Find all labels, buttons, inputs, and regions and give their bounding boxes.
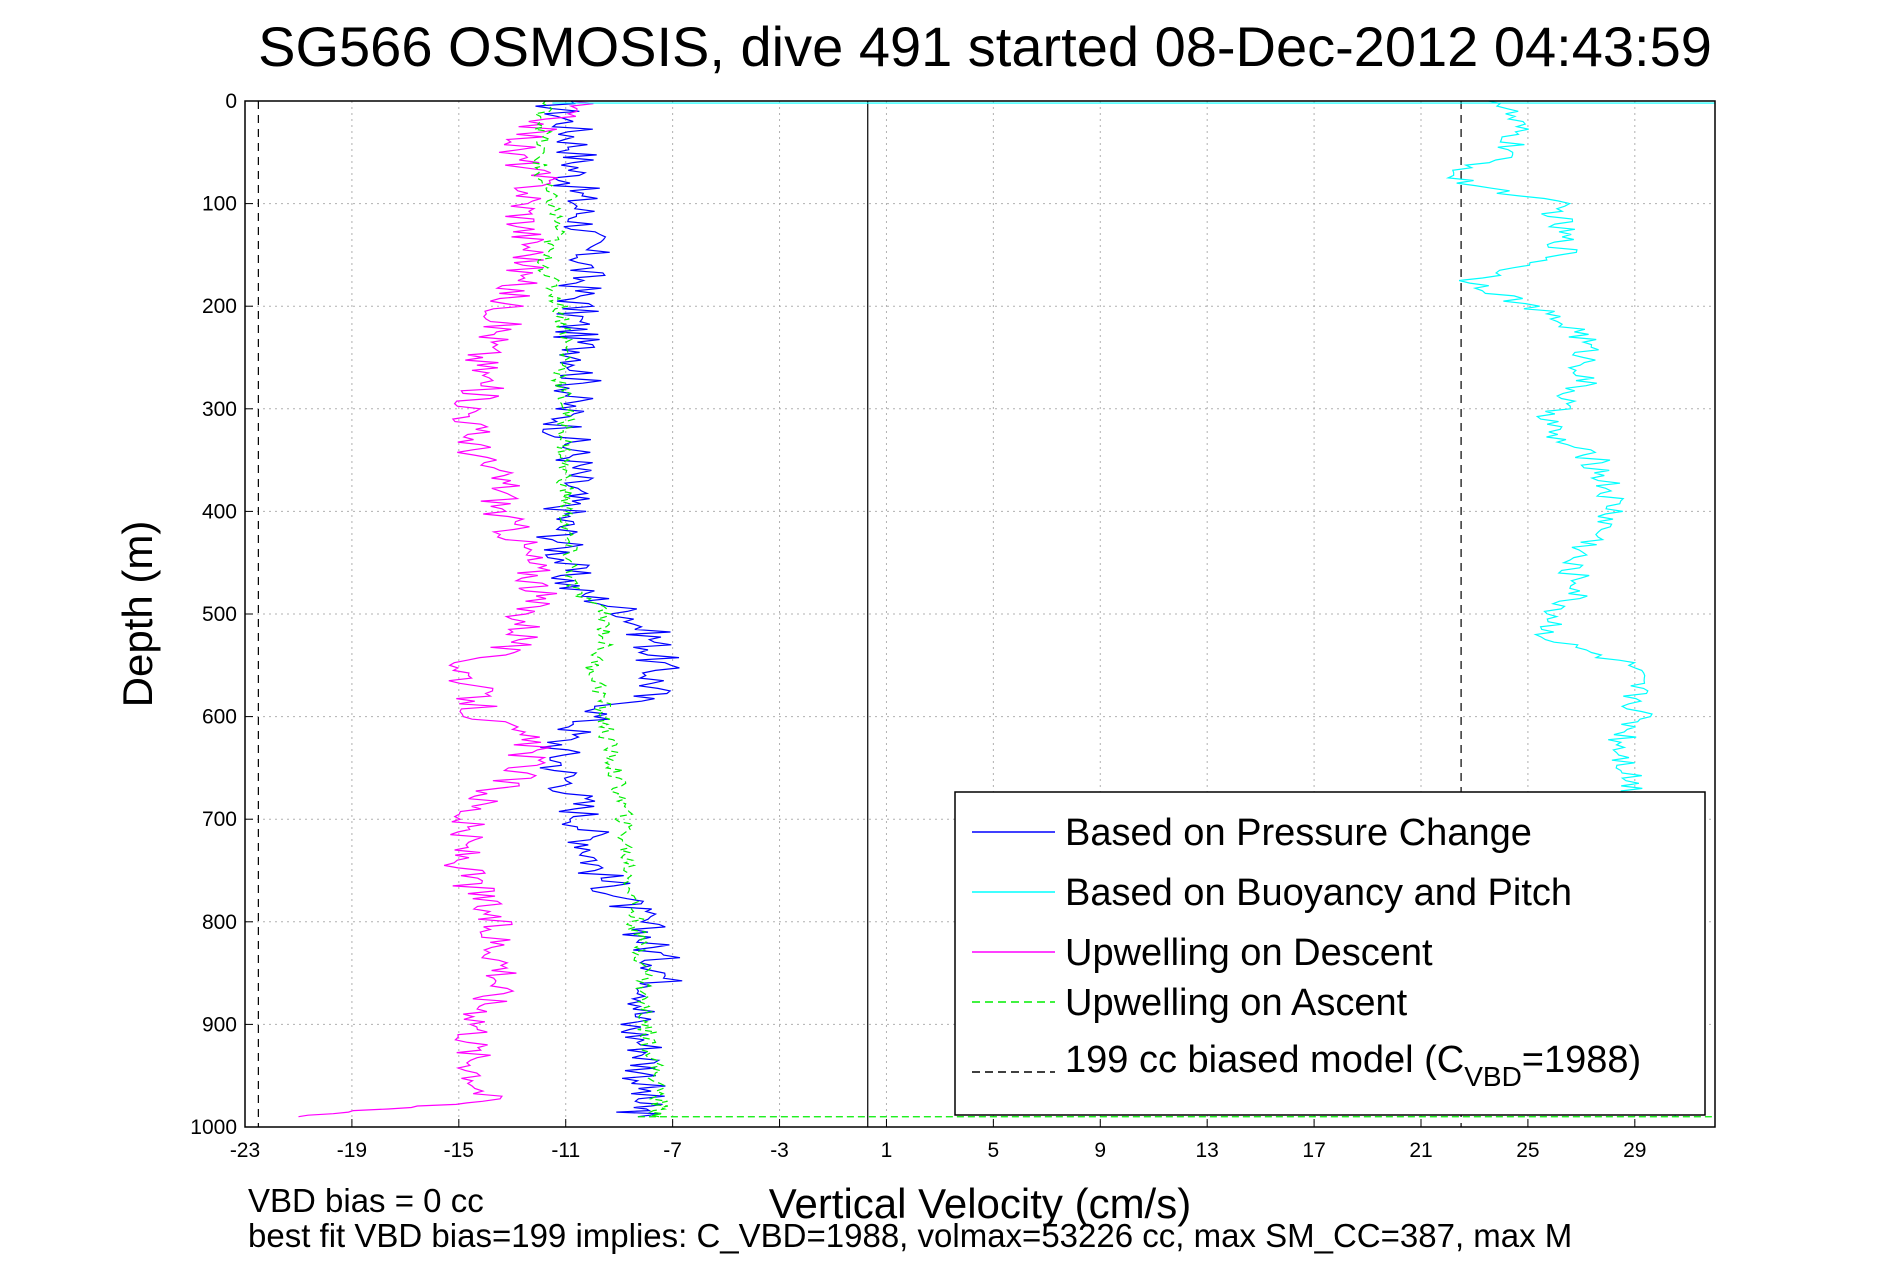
y-tick-label: 200 [202,295,237,318]
legend-label-descent: Upwelling on Descent [1065,932,1433,974]
vbd-bias-note: VBD bias = 0 cc [248,1182,484,1219]
x-tick-label: -7 [663,1139,682,1162]
tick-group: -23 -19 -15 -11 -7 -3 1 5 9 13 17 21 25 29 0 100 200 300 4… [190,90,1646,1162]
x-tick-label: 25 [1516,1139,1539,1162]
x-tick-label: -23 [230,1139,260,1162]
x-tick-label: 21 [1409,1139,1432,1162]
y-tick-label: 500 [202,603,237,626]
y-tick-label: 600 [202,706,237,729]
legend-label-pressure: Based on Pressure Change [1065,812,1532,854]
y-tick-label: 400 [202,500,237,523]
series-line [298,100,594,1118]
best-fit-note: best fit VBD bias=199 implies: C_VBD=198… [248,1217,1572,1254]
y-tick-label: 800 [202,911,237,934]
x-tick-label: 13 [1196,1139,1219,1162]
x-axis-label: Vertical Velocity (cm/s) [769,1180,1191,1227]
x-tick-label: -15 [444,1139,474,1162]
legend-label-ascent: Upwelling on Ascent [1065,982,1408,1024]
legend-box [954,791,1706,1116]
legend: Based on Pressure Change Based on Buoyan… [954,791,1706,1116]
legend-label-buoyancy: Based on Buoyancy and Pitch [1065,872,1572,914]
y-tick-label: 300 [202,398,237,421]
x-tick-label: -3 [770,1139,789,1162]
y-tick-label: 0 [225,90,237,113]
x-tick-label: 29 [1623,1139,1646,1162]
x-tick-label: 9 [1094,1139,1106,1162]
chart-title: SG566 OSMOSIS, dive 491 started 08-Dec-2… [258,15,1712,78]
x-tick-label: -11 [551,1139,580,1162]
legend-model-prefix: 199 cc biased model (C [1065,1039,1464,1081]
y-axis-label: Depth (m) [114,521,161,708]
y-tick-label: 700 [202,808,237,831]
x-tick-label: 1 [881,1139,893,1162]
y-tick-label: 1000 [190,1116,237,1139]
series-line [530,100,669,1118]
x-tick-label: 5 [988,1139,1000,1162]
legend-label-model: 199 cc biased model (CVBD=1988) [1065,1039,1641,1092]
series-group [257,100,1715,1127]
legend-model-sub: VBD [1464,1061,1522,1092]
x-tick-label: 17 [1302,1139,1325,1162]
legend-model-suffix: =1988) [1522,1039,1641,1081]
x-tick-label: -19 [337,1139,367,1162]
y-tick-label: 100 [202,193,237,216]
y-tick-label: 900 [202,1013,237,1036]
